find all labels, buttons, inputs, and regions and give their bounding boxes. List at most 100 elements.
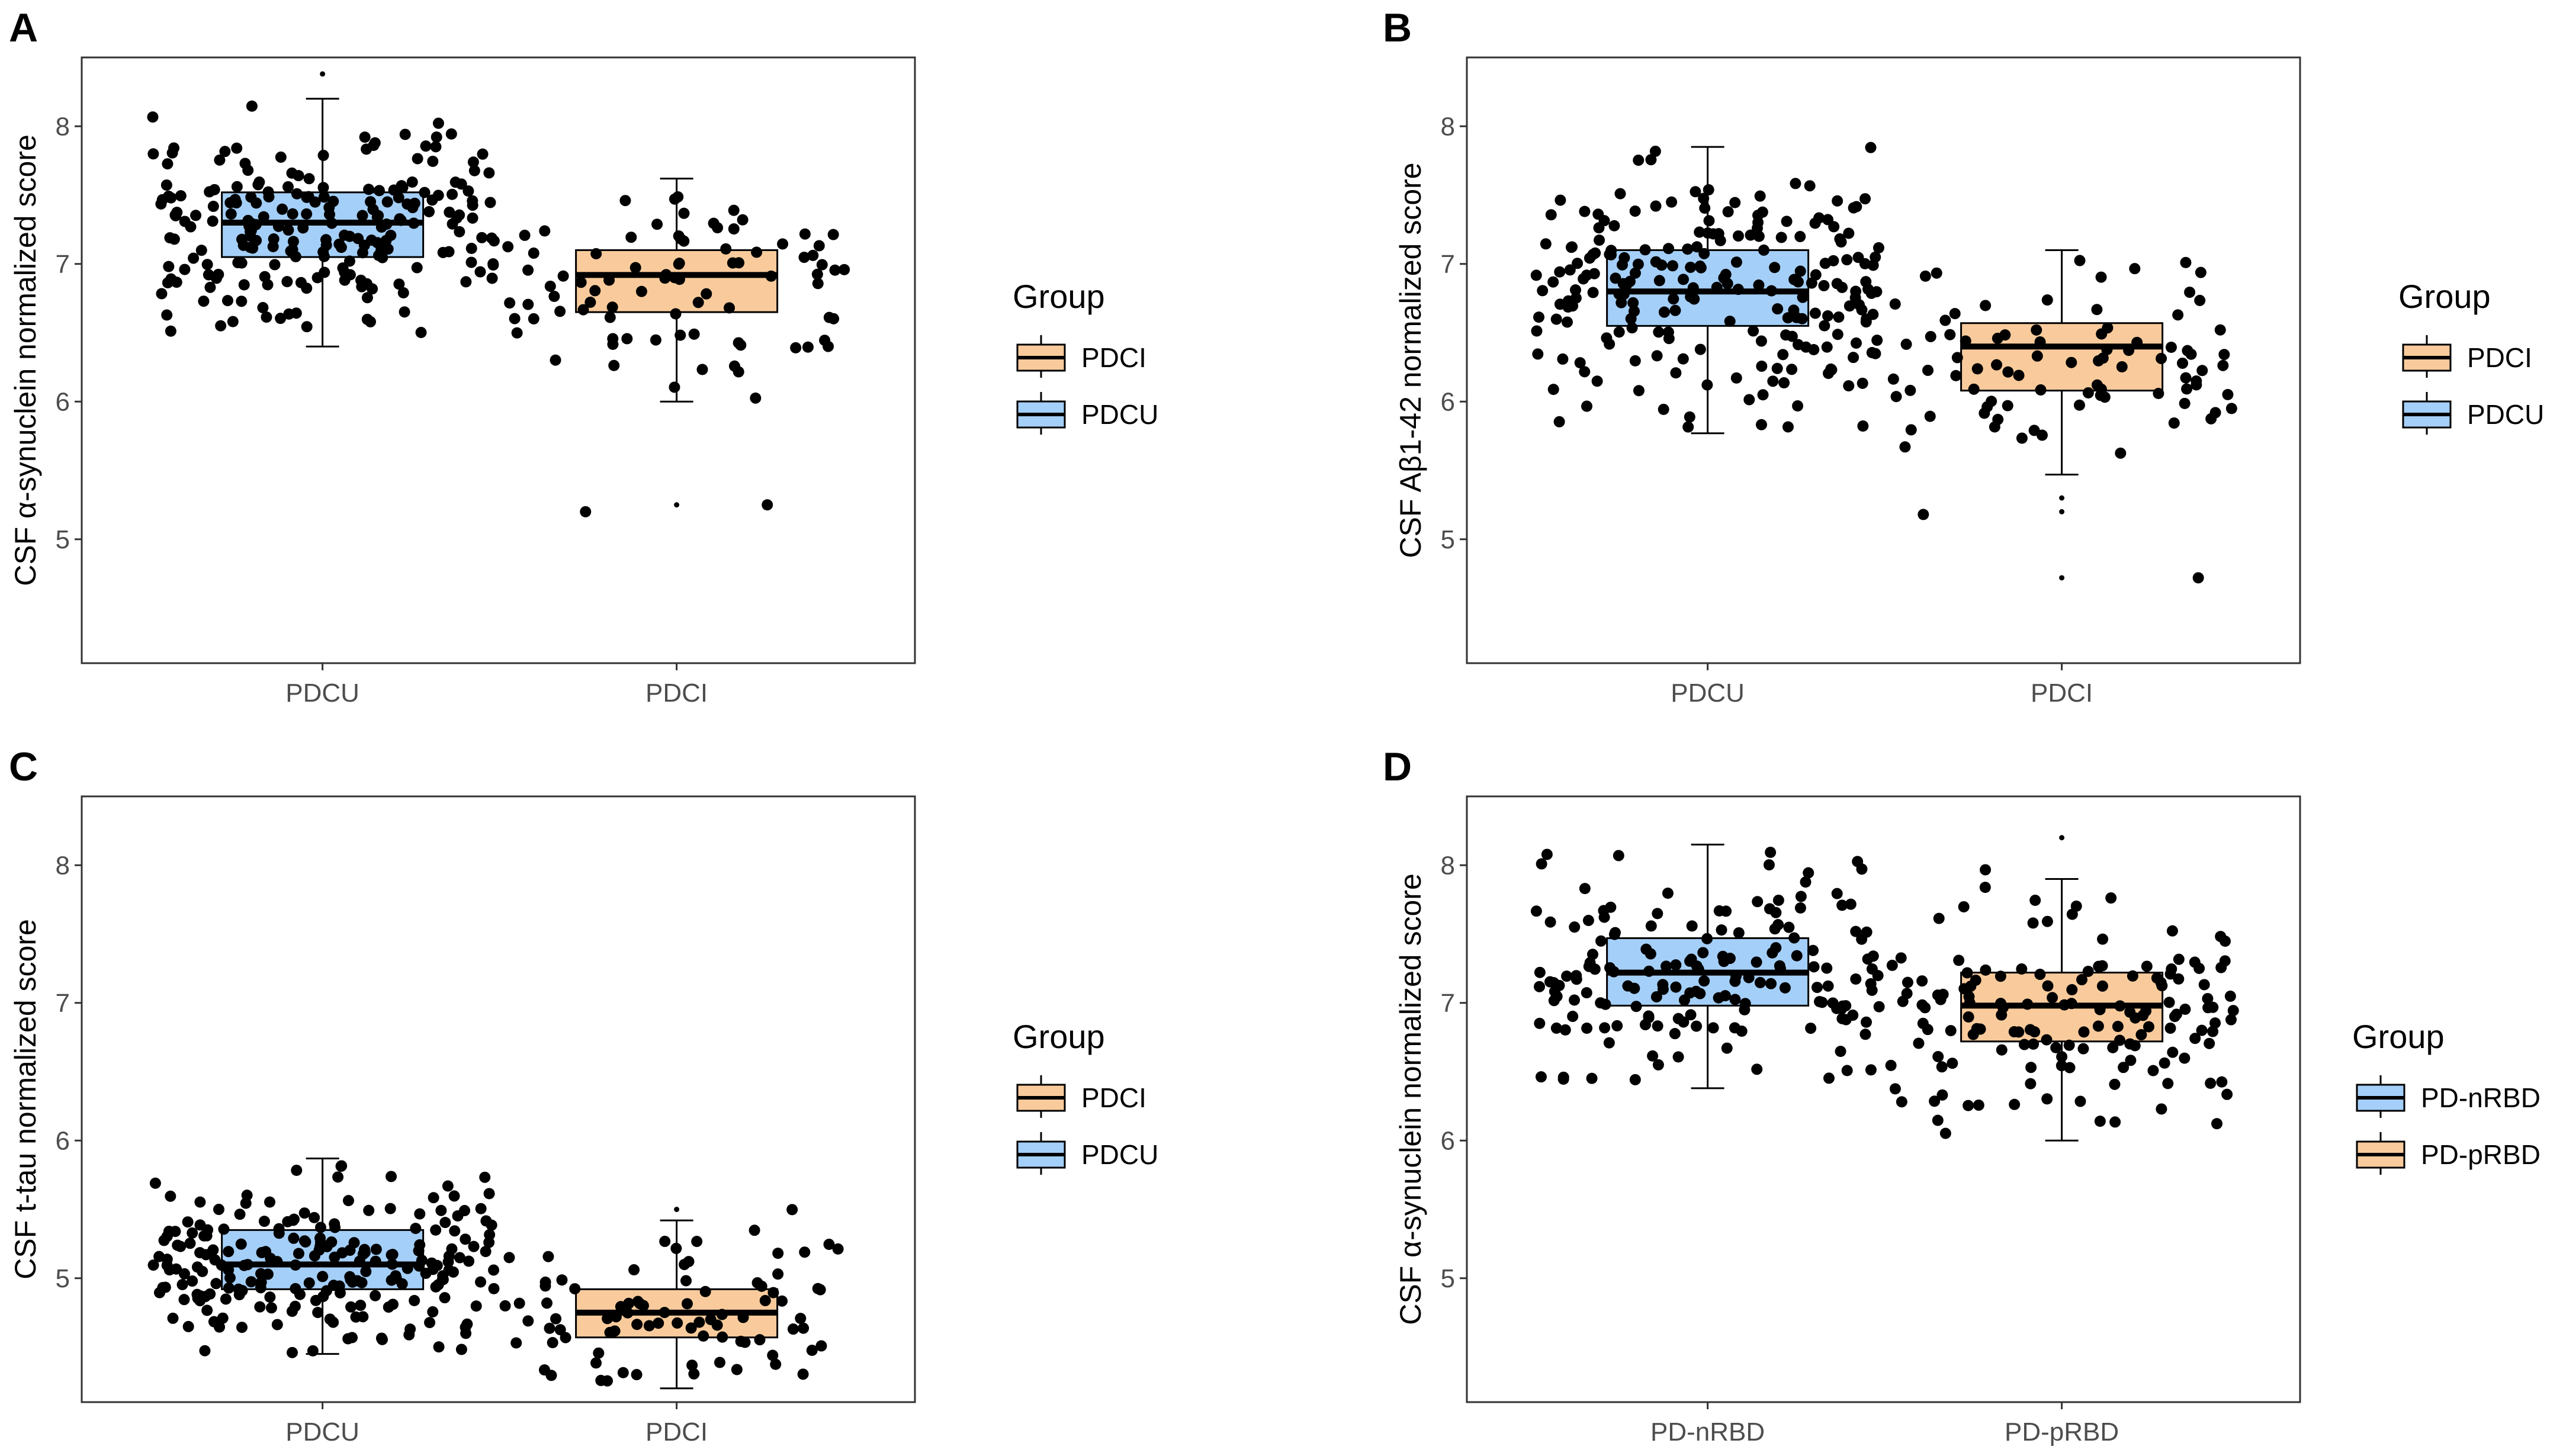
data-point	[625, 232, 637, 243]
data-point	[197, 1265, 208, 1277]
data-point	[2179, 397, 2191, 409]
data-point	[393, 192, 404, 204]
data-point	[467, 195, 478, 207]
legend-label: PDCU	[2467, 399, 2544, 430]
y-tick-label: 8	[56, 112, 70, 141]
data-point	[1739, 998, 1751, 1010]
data-point	[528, 313, 539, 324]
data-point	[147, 111, 159, 123]
data-point	[1887, 373, 1899, 385]
data-point	[1757, 389, 1769, 401]
data-point	[2097, 933, 2109, 945]
data-point	[1828, 221, 1840, 233]
data-point	[1992, 332, 2003, 344]
y-tick-label: 7	[1441, 989, 1455, 1018]
data-point	[720, 243, 732, 255]
data-point	[198, 295, 210, 307]
data-point	[679, 1259, 690, 1271]
data-point	[163, 261, 175, 272]
legend: Group PDCI PDCU	[1013, 1018, 1158, 1175]
data-point	[449, 176, 461, 188]
data-point	[159, 1281, 171, 1293]
data-point	[1763, 859, 1775, 871]
data-point	[696, 364, 708, 375]
data-point	[1672, 1051, 1684, 1063]
data-point	[220, 1293, 232, 1305]
data-point	[2112, 1020, 2124, 1032]
data-point	[403, 1329, 415, 1341]
data-point	[1567, 1011, 1579, 1023]
data-point	[377, 1333, 388, 1345]
data-point	[1871, 335, 1883, 346]
data-point	[468, 165, 480, 176]
data-point	[171, 1263, 182, 1275]
data-point	[250, 234, 262, 246]
data-point	[387, 1249, 399, 1261]
data-point	[2211, 1118, 2222, 1130]
data-point	[213, 268, 224, 280]
data-point	[2041, 915, 2053, 927]
data-point	[465, 256, 477, 268]
data-point	[407, 202, 419, 214]
data-point	[291, 1165, 303, 1177]
data-point	[2013, 369, 2025, 381]
data-point	[179, 263, 191, 275]
data-point	[1771, 362, 1783, 374]
data-point	[236, 295, 248, 307]
data-point	[2177, 357, 2189, 369]
data-point	[2135, 1029, 2147, 1041]
data-point	[465, 243, 477, 255]
data-point	[298, 1235, 310, 1247]
data-point	[749, 1224, 760, 1236]
data-point	[1809, 307, 1821, 319]
data-point	[2193, 962, 2205, 974]
outlier-point	[2059, 509, 2065, 515]
data-point	[213, 1204, 224, 1216]
data-point	[182, 1320, 194, 1332]
data-point	[263, 191, 275, 203]
outlier-point	[674, 1207, 680, 1212]
data-point	[1733, 927, 1745, 938]
data-point	[1730, 372, 1742, 384]
data-point	[1629, 355, 1641, 367]
x-tick-label: PDCU	[285, 679, 359, 708]
data-point	[1854, 299, 1865, 311]
data-point	[468, 1240, 480, 1252]
data-point	[522, 298, 534, 310]
data-point	[463, 185, 474, 197]
data-point	[483, 1188, 495, 1200]
data-point	[365, 316, 377, 327]
data-point	[1541, 848, 1553, 860]
data-point	[1939, 1127, 1951, 1139]
data-point	[199, 1345, 211, 1357]
data-point	[1682, 243, 1694, 255]
box-pd-prbd	[1885, 835, 2239, 1142]
data-point	[1629, 205, 1641, 217]
data-point	[2096, 980, 2108, 992]
data-point	[554, 306, 566, 317]
data-point	[387, 1298, 399, 1310]
data-point	[589, 285, 601, 297]
data-point	[275, 313, 287, 324]
panel-letter: B	[1383, 5, 1412, 50]
data-point	[204, 186, 216, 198]
data-point	[1718, 272, 1730, 284]
legend-label: PDCU	[1081, 399, 1158, 430]
data-point	[617, 1367, 629, 1378]
data-point	[2164, 1022, 2176, 1034]
data-point	[1599, 1022, 1611, 1034]
data-point	[1895, 952, 1907, 964]
data-point	[1841, 1065, 1853, 1076]
data-point	[1780, 329, 1792, 341]
data-point	[373, 185, 385, 197]
data-point	[1544, 916, 1556, 928]
data-point	[282, 224, 294, 236]
jitter-points	[1530, 142, 1884, 433]
data-point	[503, 1252, 515, 1264]
data-point	[258, 1216, 270, 1227]
data-point	[1945, 1025, 1957, 1037]
data-point	[1865, 1064, 1877, 1076]
data-point	[252, 179, 264, 191]
jitter-points	[147, 100, 500, 339]
outlier-point	[2059, 495, 2065, 501]
